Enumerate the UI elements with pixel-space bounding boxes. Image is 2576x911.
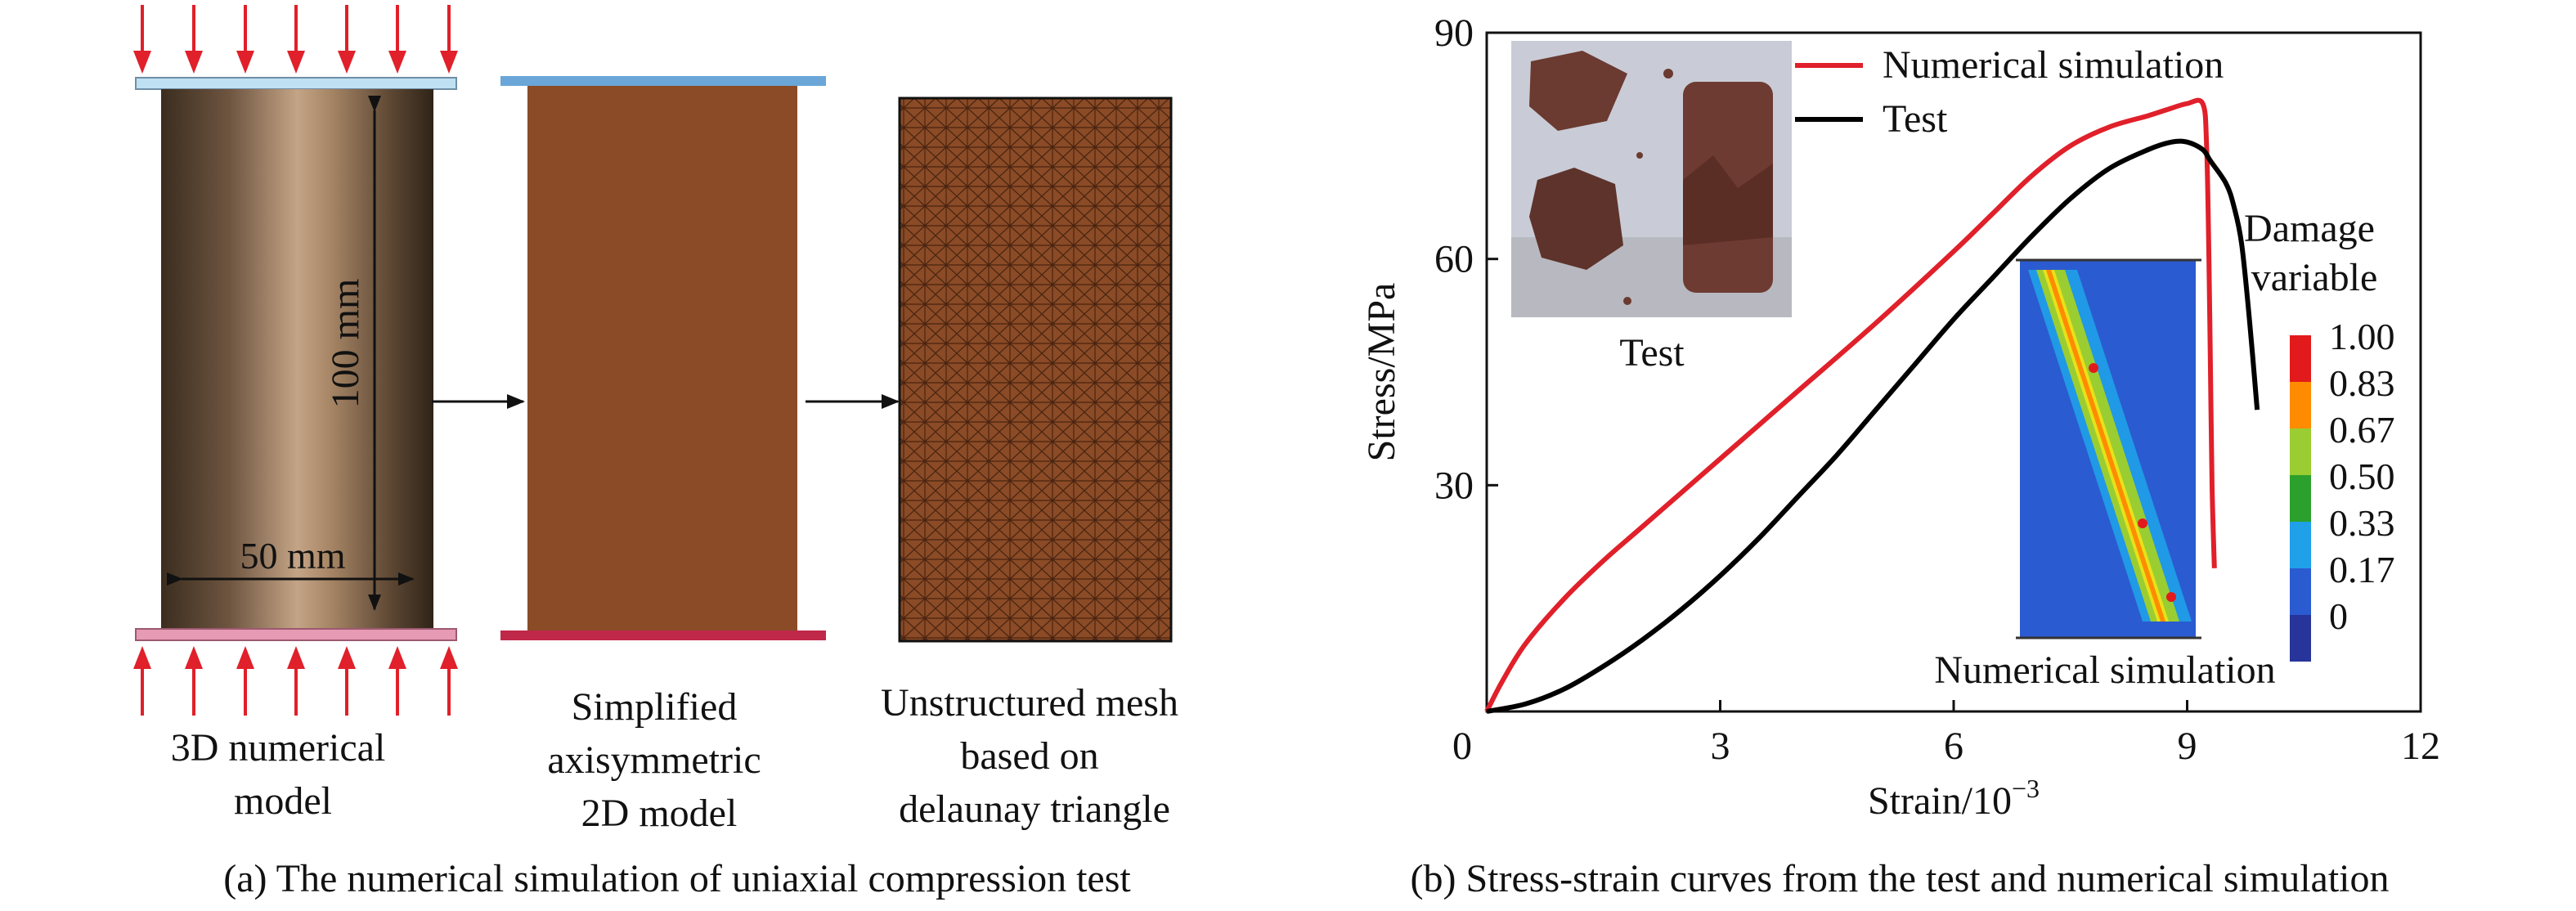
colorbar-tick-label: 0.17 bbox=[2329, 549, 2395, 590]
load-arrow-bottom bbox=[133, 646, 151, 716]
y-tick-label: 30 bbox=[1434, 464, 1474, 507]
colorbar-swatch bbox=[2290, 429, 2311, 475]
load-arrow-top bbox=[133, 5, 151, 74]
legend: Numerical simulation Test bbox=[1795, 43, 2224, 141]
chart-curves bbox=[1484, 97, 2260, 714]
load-arrow-bottom bbox=[440, 646, 458, 716]
damage-contour-inset bbox=[2016, 258, 2201, 639]
colorbar-swatch bbox=[2290, 522, 2311, 568]
panel-a: 100 mm 50 mm 3D numerical model Simplifi… bbox=[133, 5, 1188, 900]
load-arrow-top bbox=[388, 5, 406, 74]
axisymmetric-2d-model bbox=[527, 86, 797, 631]
y-tick-label: 60 bbox=[1434, 238, 1474, 281]
colorbar-tick-label: 0.67 bbox=[2329, 409, 2395, 451]
width-dimension-label: 50 mm bbox=[240, 535, 345, 577]
colorbar-title: Damage variable bbox=[2244, 207, 2385, 299]
bottom-load-arrows bbox=[133, 646, 458, 716]
x-tick-label: 0 bbox=[1452, 725, 1472, 768]
top-load-arrows bbox=[133, 5, 458, 74]
label-3d-model: 3D numerical model bbox=[171, 726, 396, 823]
height-dimension-label: 100 mm bbox=[324, 279, 367, 409]
x-axis-label-exponent: −3 bbox=[2012, 774, 2040, 803]
caption-a: (a) The numerical simulation of uniaxial… bbox=[223, 857, 1131, 900]
colorbar-tick-label: 1.00 bbox=[2329, 316, 2395, 357]
load-arrow-top bbox=[338, 5, 356, 74]
x-axis-label: Strain/10−3 bbox=[1868, 774, 2040, 823]
x-tick-label: 6 bbox=[1944, 725, 1963, 768]
load-arrow-bottom bbox=[287, 646, 305, 716]
inset-sim-label: Numerical simulation bbox=[1934, 648, 2275, 692]
load-arrow-top bbox=[287, 5, 305, 74]
colorbar-swatch bbox=[2290, 568, 2311, 615]
colorbar-tick-label: 0.83 bbox=[2329, 362, 2395, 404]
x-tick-label: 12 bbox=[2401, 725, 2440, 768]
damage-colorbar: 1.00 0.83 0.67 0.50 0.33 0.17 0 bbox=[2290, 316, 2395, 662]
x-tick-label: 9 bbox=[2178, 725, 2197, 768]
label-mesh: Unstructured mesh based on delaunay tria… bbox=[881, 681, 1188, 831]
y-tick-label: 90 bbox=[1434, 11, 1474, 55]
colorbar-swatch bbox=[2290, 475, 2311, 522]
legend-label-simulation: Numerical simulation bbox=[1883, 43, 2224, 87]
colorbar-swatch bbox=[2290, 335, 2311, 382]
load-arrow-top bbox=[236, 5, 254, 74]
colorbar-swatch bbox=[2290, 615, 2311, 662]
load-arrow-top bbox=[185, 5, 203, 74]
load-arrow-bottom bbox=[388, 646, 406, 716]
bottom-plate-2d bbox=[500, 631, 826, 640]
label-2d-model: Simplified axisymmetric 2D model bbox=[547, 685, 770, 835]
legend-label-test: Test bbox=[1883, 97, 1948, 141]
series-line-test bbox=[1486, 138, 2260, 714]
top-loading-plate bbox=[135, 77, 457, 90]
cylinder-3d-model bbox=[161, 89, 433, 629]
panel-b: 0 3 6 9 12 30 60 90 Strain/10−3 Stress/MPa Numeri… bbox=[1360, 11, 2440, 900]
test-photo-inset bbox=[1511, 41, 1792, 317]
load-arrow-bottom bbox=[185, 646, 203, 716]
series-line-simulation bbox=[1484, 97, 2217, 713]
bottom-loading-plate bbox=[135, 628, 457, 641]
delaunay-mesh bbox=[898, 96, 1173, 643]
caption-b: (b) Stress-strain curves from the test a… bbox=[1410, 857, 2389, 900]
chart-axes: 0 3 6 9 12 30 60 90 Strain/10−3 Stress/MPa bbox=[1360, 11, 2440, 823]
x-tick-label: 3 bbox=[1711, 725, 1730, 768]
colorbar-tick-label: 0.33 bbox=[2329, 502, 2395, 544]
load-arrow-bottom bbox=[338, 646, 356, 716]
colorbar-tick-label: 0 bbox=[2329, 595, 2348, 637]
inset-test-label: Test bbox=[1619, 331, 1685, 375]
colorbar-swatch bbox=[2290, 382, 2311, 429]
load-arrow-top bbox=[440, 5, 458, 74]
load-arrow-bottom bbox=[236, 646, 254, 716]
y-axis-label: Stress/MPa bbox=[1360, 283, 1403, 462]
top-plate-2d bbox=[500, 76, 826, 86]
colorbar-tick-label: 0.50 bbox=[2329, 456, 2395, 497]
